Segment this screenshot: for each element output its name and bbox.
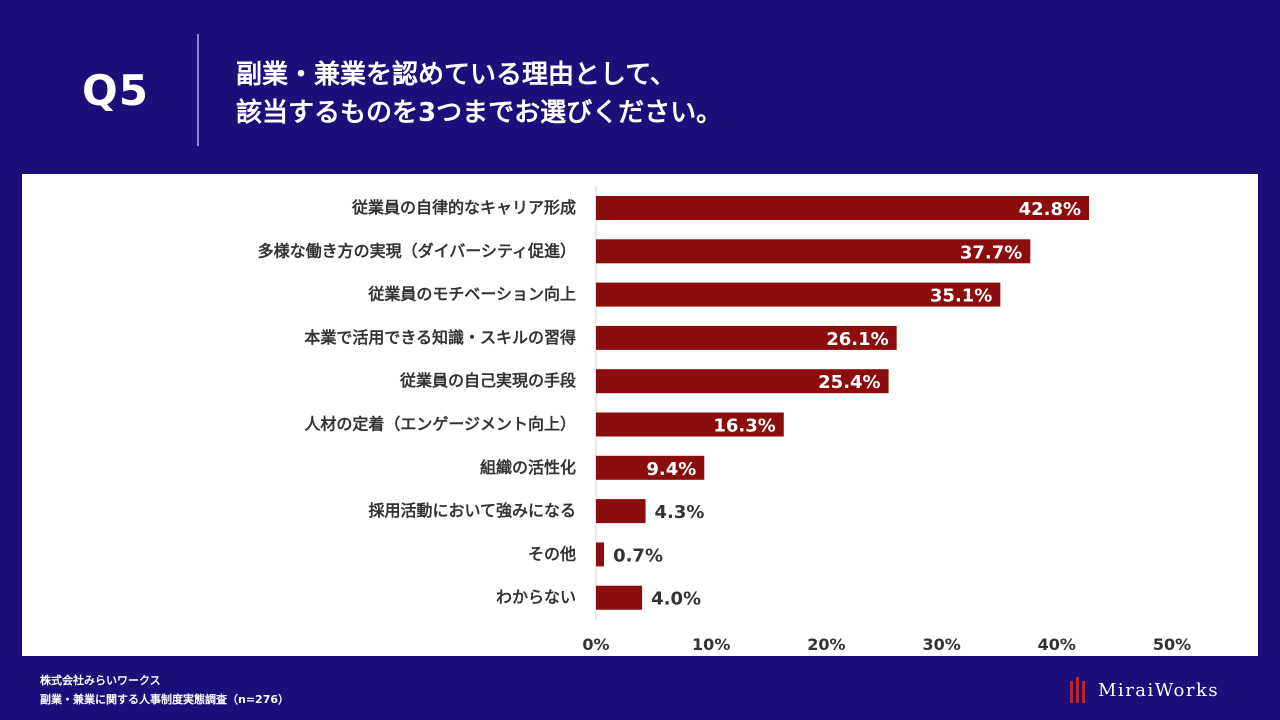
bar bbox=[596, 196, 1090, 220]
x-tick-label: 50% bbox=[1153, 635, 1191, 654]
question-title-line-1: 副業・兼業を認めている理由として、 bbox=[236, 60, 676, 90]
bar bbox=[596, 542, 605, 567]
category-label: わからない bbox=[496, 588, 576, 607]
bar bbox=[596, 239, 1031, 264]
category-label: 組織の活性化 bbox=[480, 458, 576, 477]
bar bbox=[596, 585, 643, 610]
value-label: 0.7% bbox=[613, 545, 663, 566]
value-label: 37.7% bbox=[960, 242, 1022, 263]
bar bbox=[596, 455, 705, 480]
logo-mark-icon bbox=[1070, 677, 1088, 703]
x-tick-label: 0% bbox=[582, 635, 609, 654]
bar bbox=[596, 412, 784, 437]
bar bbox=[596, 325, 897, 350]
bar bbox=[596, 499, 646, 524]
value-label: 35.1% bbox=[930, 286, 992, 307]
footer-company: 株式会社みらいワークス bbox=[40, 674, 161, 687]
value-label: 25.4% bbox=[818, 372, 880, 393]
category-label: 従業員の自己実現の手段 bbox=[399, 371, 577, 390]
question-title-line-2: 該当するものを3つまでお選びください。 bbox=[236, 98, 723, 128]
value-label: 42.8% bbox=[1019, 199, 1081, 220]
x-tick-label: 30% bbox=[922, 635, 960, 654]
category-label: 人材の定着（エンゲージメント向上） bbox=[304, 415, 576, 434]
bar bbox=[596, 369, 889, 394]
header-divider bbox=[197, 34, 199, 146]
value-label: 4.3% bbox=[655, 502, 705, 523]
x-tick-label: 10% bbox=[692, 635, 730, 654]
bar-chart: 従業員の自律的なキャリア形成 42.8% 多様な働き方の実現（ダイバーシティ促進） 3… bbox=[258, 186, 1191, 654]
value-label: 26.1% bbox=[826, 329, 888, 350]
mirai-works-logo: MiraiWorks bbox=[1070, 676, 1219, 704]
category-label: 採用活動において強みになる bbox=[368, 501, 576, 520]
category-label: 本業で活用できる知識・スキルの習得 bbox=[304, 328, 576, 347]
question-number: Q5 bbox=[82, 66, 149, 115]
x-tick-label: 40% bbox=[1038, 635, 1076, 654]
chart-panel: 従業員の自律的なキャリア形成 42.8% 多様な働き方の実現（ダイバーシティ促進） 3… bbox=[22, 174, 1258, 656]
x-tick-label: 20% bbox=[807, 635, 845, 654]
bar bbox=[596, 282, 1001, 307]
question-title: 副業・兼業を認めている理由として、 該当するものを3つまでお選びください。 bbox=[236, 56, 722, 132]
category-label: 従業員の自律的なキャリア形成 bbox=[351, 198, 576, 217]
footer: 株式会社みらいワークス 副業・兼業に関する人事制度実態調査（n=276） bbox=[40, 671, 289, 709]
footer-survey: 副業・兼業に関する人事制度実態調査（n=276） bbox=[40, 693, 290, 706]
category-label: 多様な働き方の実現（ダイバーシティ促進） bbox=[258, 241, 576, 260]
value-label: 9.4% bbox=[646, 459, 696, 480]
logo-text: MiraiWorks bbox=[1098, 679, 1220, 701]
category-label: 従業員のモチベーション向上 bbox=[367, 285, 576, 304]
value-label: 4.0% bbox=[651, 589, 701, 610]
category-label: その他 bbox=[528, 544, 576, 563]
value-label: 16.3% bbox=[713, 416, 775, 437]
